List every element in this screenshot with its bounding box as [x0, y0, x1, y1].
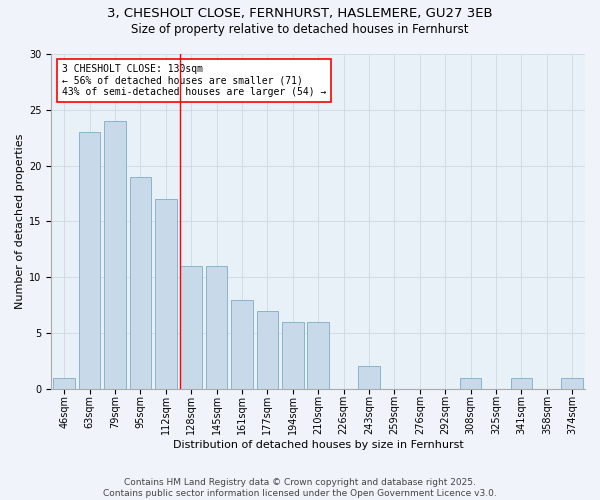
Bar: [257, 310, 278, 389]
Text: Contains HM Land Registry data © Crown copyright and database right 2025.
Contai: Contains HM Land Registry data © Crown c…: [103, 478, 497, 498]
Bar: [155, 199, 176, 389]
Bar: [181, 266, 202, 389]
Bar: [231, 300, 253, 389]
Bar: [53, 378, 75, 389]
Text: 3 CHESHOLT CLOSE: 130sqm
← 56% of detached houses are smaller (71)
43% of semi-d: 3 CHESHOLT CLOSE: 130sqm ← 56% of detach…: [62, 64, 326, 97]
Bar: [460, 378, 481, 389]
Bar: [206, 266, 227, 389]
Bar: [358, 366, 380, 389]
Bar: [130, 177, 151, 389]
Bar: [104, 121, 126, 389]
Bar: [282, 322, 304, 389]
Bar: [562, 378, 583, 389]
X-axis label: Distribution of detached houses by size in Fernhurst: Distribution of detached houses by size …: [173, 440, 464, 450]
Text: Size of property relative to detached houses in Fernhurst: Size of property relative to detached ho…: [131, 22, 469, 36]
Y-axis label: Number of detached properties: Number of detached properties: [15, 134, 25, 309]
Bar: [79, 132, 100, 389]
Bar: [307, 322, 329, 389]
Text: 3, CHESHOLT CLOSE, FERNHURST, HASLEMERE, GU27 3EB: 3, CHESHOLT CLOSE, FERNHURST, HASLEMERE,…: [107, 8, 493, 20]
Bar: [511, 378, 532, 389]
